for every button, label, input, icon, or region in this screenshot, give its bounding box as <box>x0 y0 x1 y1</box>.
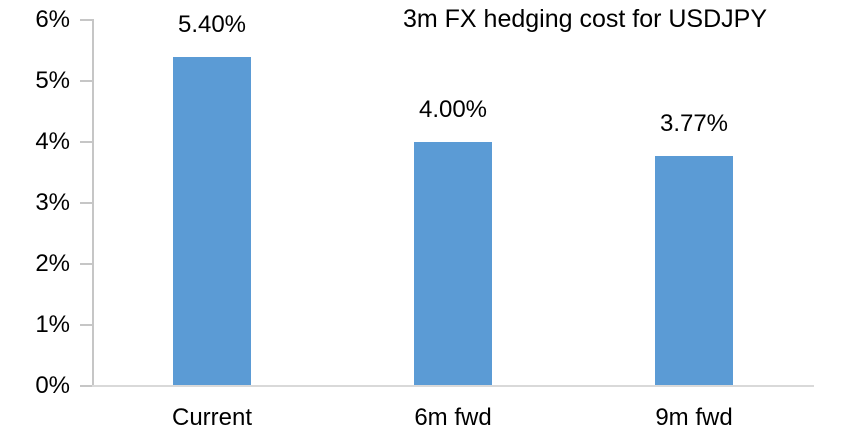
bar-current <box>173 57 251 385</box>
bar-value-label: 5.40% <box>177 11 247 38</box>
y-axis-tick-label: 5% <box>35 67 70 94</box>
x-axis-category-label: 9m fwd <box>655 404 733 431</box>
y-axis-tick <box>80 19 92 21</box>
y-axis-tick-label: 6% <box>35 6 70 33</box>
bar-value-label: 4.00% <box>418 96 488 123</box>
chart-title: 3m FX hedging cost for USDJPY <box>402 5 768 33</box>
y-axis-tick-label: 4% <box>35 128 70 155</box>
y-axis-tick <box>80 141 92 143</box>
y-axis-tick <box>80 324 92 326</box>
y-axis-tick-label: 0% <box>35 372 70 399</box>
y-axis-tick-label: 3% <box>35 189 70 216</box>
y-axis-tick <box>80 385 92 387</box>
bar-6m-fwd <box>414 142 492 385</box>
y-axis-tick <box>80 80 92 82</box>
x-axis-category-label: Current <box>171 404 253 431</box>
y-axis-tick-label: 2% <box>35 250 70 277</box>
bar-9m-fwd <box>655 156 733 385</box>
y-axis-tick-label: 1% <box>35 311 70 338</box>
x-axis-category-label: 6m fwd <box>414 404 492 431</box>
y-axis-tick <box>80 202 92 204</box>
y-axis-line <box>92 19 94 387</box>
y-axis-tick <box>80 263 92 265</box>
bar-value-label: 3.77% <box>659 110 729 137</box>
x-axis-baseline <box>92 385 814 387</box>
